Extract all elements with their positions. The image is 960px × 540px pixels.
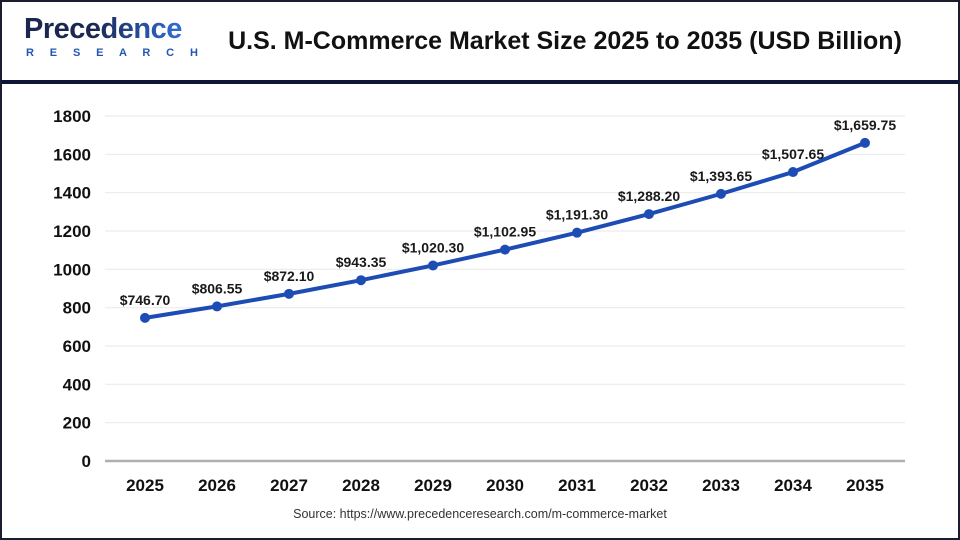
data-point [356, 275, 366, 286]
data-point [500, 244, 510, 255]
x-tick-label: 2027 [270, 476, 308, 495]
y-tick-label: 0 [82, 452, 91, 471]
x-tick-label: 2034 [774, 476, 812, 495]
data-point [140, 312, 150, 323]
x-tick-label: 2030 [486, 476, 524, 495]
x-tick-label: 2026 [198, 476, 236, 495]
data-label: $746.70 [120, 292, 171, 308]
y-tick-label: 1600 [53, 145, 91, 164]
data-point [428, 260, 438, 271]
y-tick-label: 1200 [53, 222, 91, 241]
header: Precedence R E S E A R C H U.S. M-Commer… [2, 2, 958, 80]
data-point [860, 137, 870, 148]
y-tick-label: 1800 [53, 107, 91, 126]
data-point [716, 188, 726, 199]
logo-wordmark: Precedence [24, 15, 204, 44]
y-tick-label: 400 [63, 375, 91, 394]
data-point [212, 301, 222, 312]
data-point [788, 167, 798, 178]
data-label: $943.35 [336, 254, 387, 270]
x-tick-label: 2032 [630, 476, 668, 495]
source-text: Source: https://www.precedenceresearch.c… [293, 507, 667, 521]
x-tick-label: 2035 [846, 476, 884, 495]
y-tick-label: 600 [63, 337, 91, 356]
data-point [284, 288, 294, 299]
y-tick-label: 200 [63, 414, 91, 433]
line-chart: 0 200 400 600 800 1000 1200 1400 1600 1800 2025 202… [53, 107, 905, 495]
chart-title: U.S. M-Commerce Market Size 2025 to 2035… [228, 26, 902, 55]
logo-subtitle: R E S E A R C H [26, 47, 205, 59]
data-label: $1,191.30 [546, 207, 608, 223]
x-tick-label: 2029 [414, 476, 452, 495]
data-point [572, 227, 582, 238]
data-label: $806.55 [192, 280, 243, 296]
data-label: $872.10 [264, 268, 315, 284]
data-label: $1,393.65 [690, 168, 752, 184]
data-label: $1,288.20 [618, 188, 680, 204]
data-label: $1,102.95 [474, 224, 536, 240]
x-tick-label: 2033 [702, 476, 740, 495]
data-label: $1,020.30 [402, 239, 464, 255]
chart-area: 0 200 400 600 800 1000 1200 1400 1600 1800 2025 202… [2, 84, 958, 504]
x-tick-label: 2028 [342, 476, 380, 495]
x-tick-label: 2031 [558, 476, 596, 495]
precedence-research-logo: Precedence R E S E A R C H [24, 15, 204, 59]
data-label: $1,507.65 [762, 146, 824, 162]
x-tick-label: 2025 [126, 476, 164, 495]
header-divider [2, 80, 958, 84]
data-point [644, 209, 654, 220]
y-tick-label: 1000 [53, 260, 91, 279]
y-tick-label: 1400 [53, 184, 91, 203]
data-label: $1,659.75 [834, 117, 896, 133]
y-tick-label: 800 [63, 299, 91, 318]
